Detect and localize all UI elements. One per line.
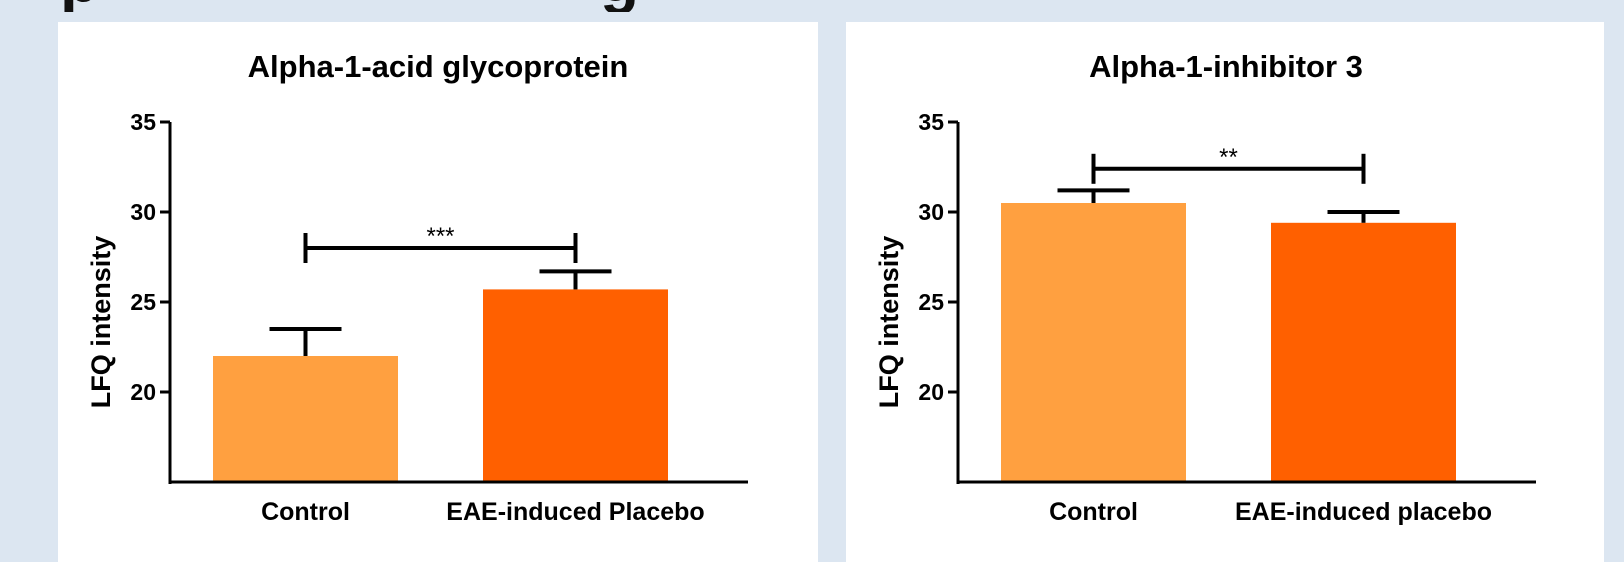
chart-title: Alpha-1-inhibitor 3: [1089, 49, 1363, 84]
chart-panel-1: Alpha-1-acid glycoprotein LFQ intensity Co…: [58, 22, 818, 562]
y-tick-label-30: 30: [130, 199, 156, 225]
significance-label: ***: [426, 223, 454, 250]
bar-1: [1001, 203, 1186, 482]
bar-chart-2: Alpha-1-inhibitor 3 LFQ intensity Control E…: [874, 49, 1536, 526]
y-tick-label-35: 35: [918, 109, 944, 135]
chart-title: Alpha-1-acid glycoprotein: [248, 49, 629, 84]
category-label-1: Control: [261, 498, 350, 526]
y-axis-label: LFQ intensity: [86, 236, 116, 409]
y-tick-label-25: 25: [130, 289, 156, 315]
bar-2: [483, 289, 668, 482]
y-tick-label-30: 30: [918, 199, 944, 225]
y-tick-label-25: 25: [918, 289, 944, 315]
bar-2: [1271, 222, 1456, 483]
bar-chart-1: Alpha-1-acid glycoprotein LFQ intensity Co…: [86, 49, 748, 526]
bar-1: [213, 356, 398, 482]
category-label-2: EAE-induced Placebo: [446, 498, 704, 526]
cropped-heading-decoration: p g: [0, 0, 1624, 12]
category-label-2: EAE-induced placebo: [1235, 498, 1492, 526]
y-tick-label-35: 35: [130, 109, 156, 135]
y-tick-label-20: 20: [918, 379, 944, 405]
y-tick-label-20: 20: [130, 379, 156, 405]
chart-panel-2: Alpha-1-inhibitor 3 LFQ intensity Control E…: [846, 22, 1604, 562]
significance-label: **: [1219, 144, 1238, 171]
category-label-1: Control: [1049, 498, 1138, 526]
y-axis-label: LFQ intensity: [874, 236, 904, 409]
